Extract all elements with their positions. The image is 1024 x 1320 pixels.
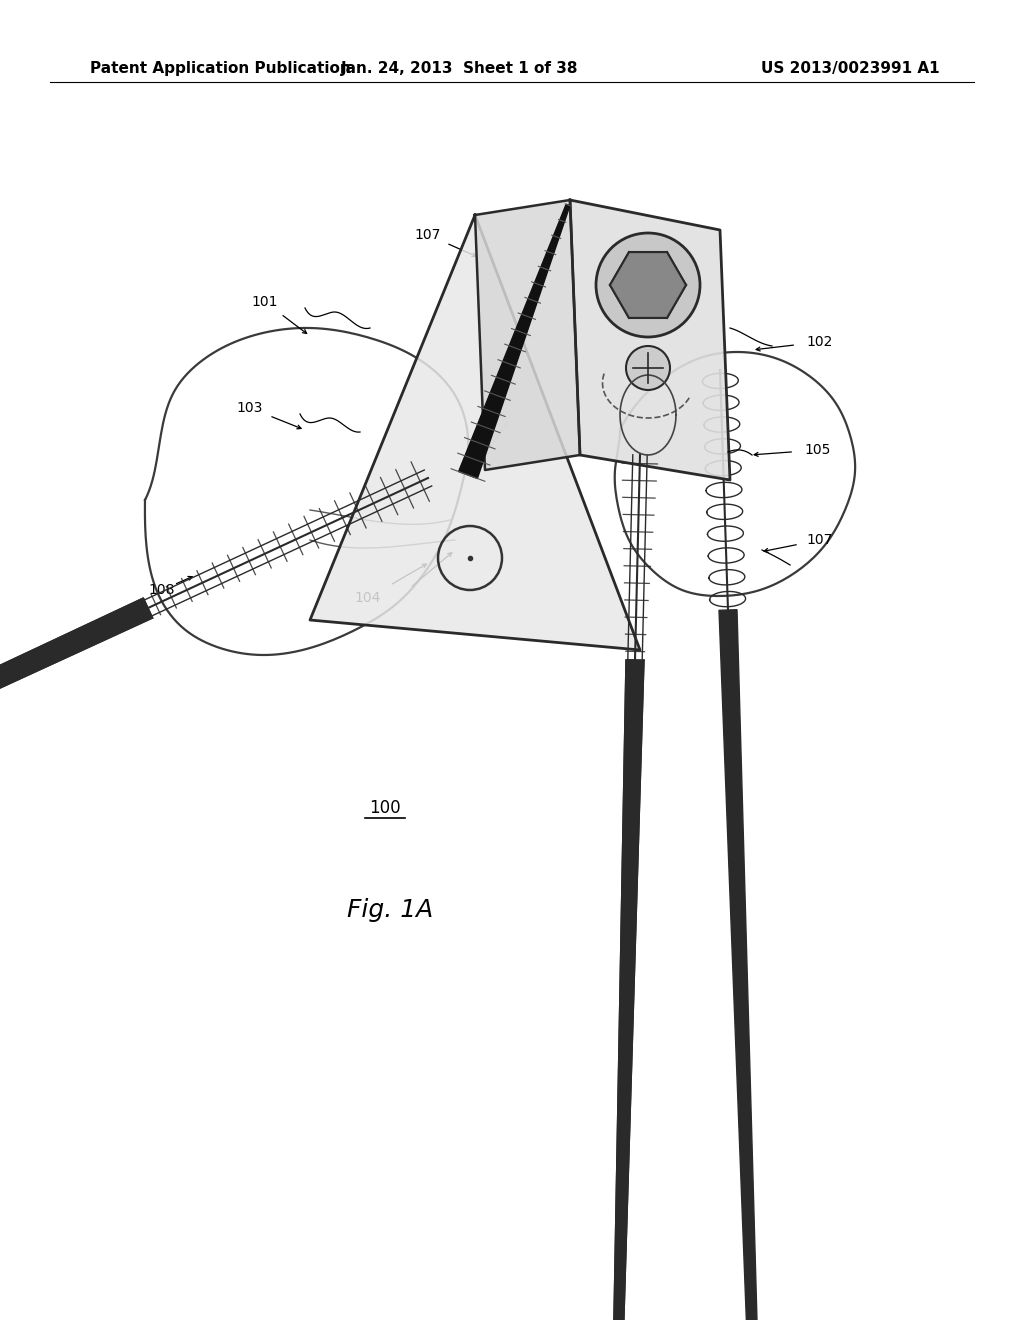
Text: 108: 108 — [148, 583, 175, 597]
Text: US 2013/0023991 A1: US 2013/0023991 A1 — [762, 61, 940, 75]
Polygon shape — [0, 598, 153, 1320]
Text: 104: 104 — [354, 591, 381, 605]
Text: 107: 107 — [807, 533, 834, 546]
Text: Patent Application Publication: Patent Application Publication — [90, 61, 351, 75]
Polygon shape — [719, 610, 785, 1320]
Text: 100: 100 — [370, 799, 400, 817]
Text: Jan. 24, 2013  Sheet 1 of 38: Jan. 24, 2013 Sheet 1 of 38 — [341, 61, 579, 75]
Text: 107: 107 — [415, 228, 441, 242]
Polygon shape — [310, 215, 640, 649]
Text: 103: 103 — [237, 401, 263, 414]
Polygon shape — [475, 201, 580, 470]
Polygon shape — [610, 252, 686, 318]
Text: Fig. 1A: Fig. 1A — [347, 898, 433, 921]
Text: 101: 101 — [252, 294, 279, 309]
Circle shape — [596, 234, 700, 337]
Circle shape — [626, 346, 670, 389]
Polygon shape — [570, 201, 730, 480]
Polygon shape — [459, 205, 570, 478]
Text: 102: 102 — [807, 335, 834, 348]
Text: 105: 105 — [805, 444, 831, 457]
Polygon shape — [599, 660, 644, 1320]
